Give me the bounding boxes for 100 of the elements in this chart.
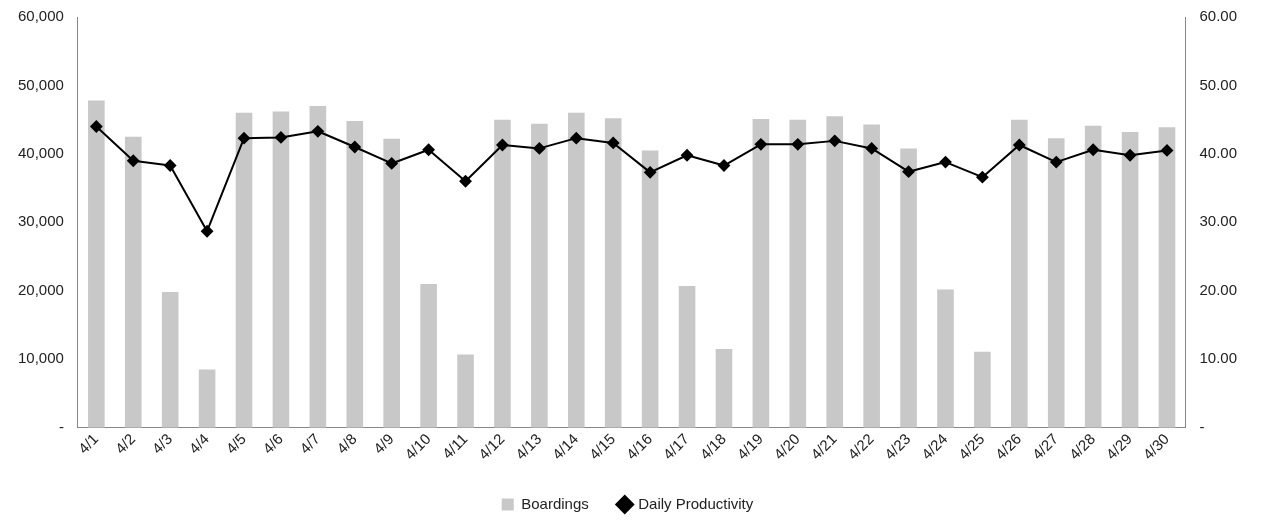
bar bbox=[567, 112, 585, 428]
x-tick-label: 4/4 bbox=[185, 430, 213, 457]
bar bbox=[826, 116, 844, 428]
point bbox=[1087, 143, 1100, 156]
x-tick-label: 4/2 bbox=[111, 430, 139, 457]
y2-tick-label: 10.00 bbox=[1199, 349, 1238, 367]
x-tick-label: 4/18 bbox=[696, 430, 730, 463]
bar bbox=[900, 148, 917, 428]
bar bbox=[383, 138, 400, 428]
point bbox=[681, 149, 694, 162]
y-tick-label: 40,000 bbox=[17, 144, 64, 162]
bar bbox=[1011, 119, 1028, 428]
bar bbox=[494, 119, 511, 428]
x-tick-label: 4/7 bbox=[296, 430, 323, 457]
bar bbox=[789, 119, 807, 428]
x-tick-label: 4/11 bbox=[438, 430, 471, 462]
point bbox=[828, 134, 841, 147]
bar bbox=[641, 150, 659, 428]
y-tick-label: 30,000 bbox=[17, 212, 64, 230]
x-tick-label: 4/6 bbox=[259, 430, 286, 457]
y-tick-label: - bbox=[58, 417, 64, 435]
y2-tick-label: 20.00 bbox=[1199, 280, 1238, 298]
y-tick-label: 20,000 bbox=[17, 280, 64, 298]
point bbox=[164, 159, 177, 172]
point bbox=[1050, 156, 1063, 169]
point bbox=[311, 125, 324, 138]
x-tick-label: 4/10 bbox=[400, 430, 434, 463]
point bbox=[644, 166, 657, 179]
bar bbox=[715, 348, 733, 428]
bar bbox=[1047, 138, 1065, 428]
bar bbox=[604, 118, 622, 428]
bar bbox=[1158, 127, 1176, 428]
point bbox=[385, 157, 398, 170]
bar bbox=[309, 105, 327, 428]
x-tick-label: 4/14 bbox=[548, 430, 582, 463]
point bbox=[127, 154, 140, 167]
point bbox=[607, 136, 620, 149]
x-tick-label: 4/5 bbox=[222, 430, 250, 457]
bar bbox=[1084, 125, 1102, 428]
point bbox=[422, 143, 435, 156]
bar bbox=[272, 111, 290, 428]
point bbox=[496, 138, 509, 151]
point bbox=[902, 165, 915, 178]
y2-tick-label: 50.00 bbox=[1199, 75, 1238, 93]
x-tick-label: 4/28 bbox=[1065, 430, 1099, 463]
point bbox=[348, 141, 361, 154]
y2-tick-label: 60.00 bbox=[1199, 7, 1238, 25]
x-tick-label: 4/1 bbox=[74, 430, 102, 457]
x-tick-label: 4/8 bbox=[333, 430, 360, 457]
bar bbox=[457, 354, 474, 428]
x-tick-label: 4/26 bbox=[991, 430, 1025, 463]
y2-tick-label: 40.00 bbox=[1199, 144, 1238, 162]
y-tick-label: 60,000 bbox=[17, 7, 64, 25]
point bbox=[533, 142, 546, 155]
point bbox=[717, 159, 730, 172]
point bbox=[1013, 138, 1026, 151]
x-tick-label: 4/16 bbox=[622, 430, 656, 463]
point bbox=[939, 156, 952, 169]
point bbox=[865, 142, 878, 155]
point bbox=[274, 131, 287, 144]
x-tick-label: 4/3 bbox=[148, 430, 176, 457]
x-tick-label: 4/24 bbox=[917, 430, 951, 463]
bar bbox=[198, 369, 216, 428]
point bbox=[570, 132, 583, 145]
bar bbox=[863, 124, 880, 428]
x-tick-label: 4/19 bbox=[733, 430, 766, 463]
x-tick-label: 4/22 bbox=[844, 430, 877, 463]
legend-label: Daily Productivity bbox=[638, 494, 754, 512]
x-tick-label: 4/12 bbox=[474, 430, 508, 463]
point bbox=[791, 138, 804, 151]
y2-tick-label: - bbox=[1199, 417, 1205, 435]
y-tick-label: 50,000 bbox=[17, 75, 64, 93]
x-tick-label: 4/13 bbox=[511, 430, 545, 463]
point bbox=[459, 175, 472, 188]
x-tick-label: 4/29 bbox=[1102, 430, 1136, 463]
point bbox=[1161, 144, 1173, 157]
point bbox=[90, 120, 103, 133]
bar bbox=[88, 100, 105, 428]
bar bbox=[752, 118, 770, 428]
point bbox=[238, 132, 251, 145]
bar bbox=[235, 112, 253, 428]
bar bbox=[420, 283, 437, 428]
y-tick-label: 10,000 bbox=[17, 349, 64, 367]
bar bbox=[678, 285, 696, 428]
x-tick-label: 4/23 bbox=[880, 430, 914, 463]
point bbox=[976, 171, 989, 184]
bar bbox=[937, 289, 954, 428]
x-tick-label: 4/30 bbox=[1139, 430, 1173, 463]
point bbox=[754, 138, 767, 151]
y2-tick-label: 30.00 bbox=[1199, 212, 1238, 230]
bar bbox=[161, 292, 179, 428]
bar bbox=[1121, 131, 1139, 428]
x-tick-label: 4/20 bbox=[770, 430, 803, 463]
x-tick-label: 4/9 bbox=[369, 430, 397, 457]
bar bbox=[346, 121, 364, 428]
legend-label: Boardings bbox=[521, 494, 589, 512]
point bbox=[1124, 149, 1137, 162]
point bbox=[201, 225, 214, 238]
bar bbox=[531, 123, 548, 428]
x-tick-label: 4/21 bbox=[807, 430, 840, 463]
